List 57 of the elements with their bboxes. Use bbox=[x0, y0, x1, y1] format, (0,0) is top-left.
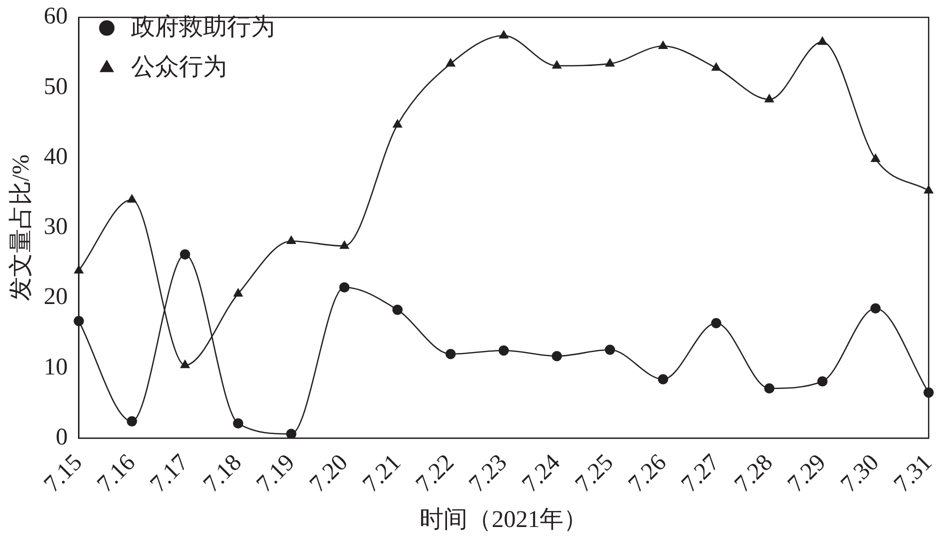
point bbox=[764, 383, 774, 394]
x-tick-label: 7.29 bbox=[783, 450, 832, 498]
point bbox=[498, 345, 509, 356]
x-tick-label: 7.21 bbox=[358, 450, 406, 498]
x-tick-label: 7.18 bbox=[198, 450, 247, 498]
y-tick-label: 60 bbox=[44, 4, 68, 30]
y-tick-label: 40 bbox=[44, 144, 68, 170]
x-tick-label: 7.20 bbox=[304, 450, 354, 498]
x-tick-label: 7.15 bbox=[39, 450, 88, 498]
x-tick-label: 7.28 bbox=[730, 450, 778, 498]
point bbox=[232, 418, 244, 429]
point bbox=[605, 58, 614, 67]
x-tick-label: 7.31 bbox=[889, 450, 938, 498]
point bbox=[870, 303, 881, 314]
point bbox=[392, 120, 402, 128]
point bbox=[604, 344, 616, 355]
point bbox=[499, 30, 508, 39]
point bbox=[870, 154, 880, 162]
point bbox=[711, 318, 722, 328]
x-tick-label: 7.26 bbox=[624, 450, 672, 498]
x-tick-label: 7.25 bbox=[570, 450, 619, 498]
point bbox=[339, 282, 350, 293]
x-tick-label: 7.24 bbox=[517, 450, 566, 498]
point bbox=[392, 304, 403, 315]
x-axis-title: 时间（2021年） bbox=[420, 506, 588, 533]
y-tick-label: 30 bbox=[44, 214, 68, 240]
point bbox=[764, 94, 774, 102]
x-tick-label: 7.16 bbox=[92, 450, 141, 498]
point bbox=[817, 376, 828, 386]
point bbox=[180, 249, 190, 260]
x-tick-label: 7.22 bbox=[411, 450, 460, 498]
point bbox=[712, 62, 721, 71]
x-tick-label: 7.27 bbox=[676, 450, 725, 498]
x-tick-label: 7.30 bbox=[836, 450, 884, 498]
x-tick-label: 7.23 bbox=[464, 450, 512, 498]
point bbox=[286, 236, 296, 244]
point bbox=[818, 36, 827, 45]
y-tick-label: 50 bbox=[44, 74, 68, 100]
point bbox=[446, 58, 456, 67]
y-tick-label: 10 bbox=[44, 354, 68, 380]
x-tick-label: 7.19 bbox=[252, 450, 300, 498]
y-tick-label: 0 bbox=[56, 424, 68, 450]
point bbox=[286, 428, 296, 438]
point bbox=[445, 348, 456, 360]
point bbox=[658, 374, 668, 384]
point bbox=[127, 194, 136, 203]
point bbox=[658, 41, 668, 50]
point bbox=[180, 360, 190, 368]
point bbox=[234, 288, 243, 297]
legend-label: 公众行为 bbox=[130, 54, 227, 80]
point bbox=[552, 350, 562, 362]
point bbox=[552, 60, 562, 69]
x-tick-label: 7.17 bbox=[146, 450, 194, 498]
y-axis-title: 发文量占比/% bbox=[8, 154, 35, 302]
point bbox=[126, 416, 138, 426]
point bbox=[340, 240, 349, 249]
y-tick-label: 20 bbox=[44, 284, 68, 310]
